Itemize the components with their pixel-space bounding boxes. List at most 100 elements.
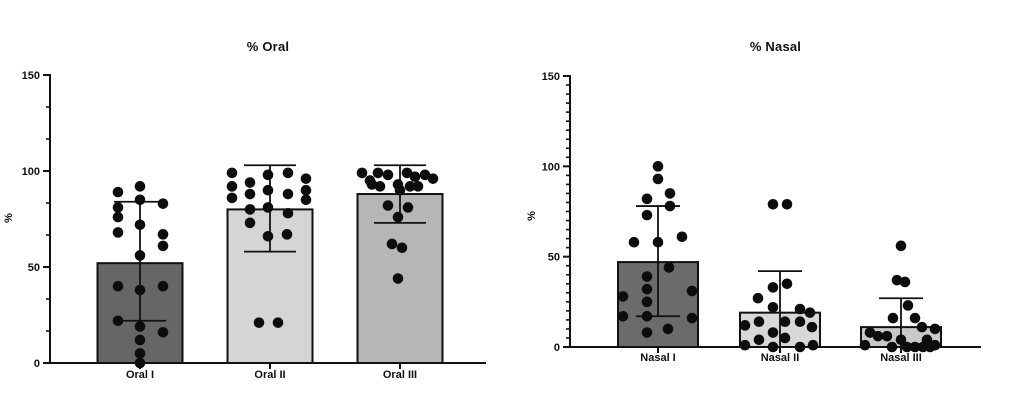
scatter-point	[686, 285, 698, 297]
scatter-point	[676, 231, 688, 243]
scatter-point	[807, 339, 819, 351]
scatter-point	[895, 334, 907, 346]
scatter-point	[157, 326, 169, 338]
y-axis-label-oral: %	[3, 213, 15, 223]
scatter-point	[641, 296, 653, 308]
scatter-point	[662, 323, 674, 335]
scatter-point	[134, 284, 146, 296]
scatter-point	[872, 330, 884, 342]
scatter-point	[641, 209, 653, 221]
scatter-point	[374, 181, 386, 192]
scatter-point	[282, 207, 294, 219]
scatter-point	[895, 240, 907, 252]
scatter-point	[753, 334, 765, 346]
scatter-point	[282, 188, 294, 200]
y-tick-label: 50	[548, 252, 560, 264]
scatter-point	[112, 202, 124, 213]
scatter-point	[781, 278, 793, 290]
scatter-point	[253, 317, 265, 328]
scatter-point	[901, 341, 913, 353]
scatter-point	[244, 217, 256, 229]
scatter-point	[419, 169, 431, 181]
x-category-label: Nasal II	[761, 352, 800, 364]
scatter-point	[859, 339, 871, 351]
scatter-point	[157, 240, 169, 252]
y-tick-label: 50	[28, 262, 40, 274]
scatter-point	[752, 292, 764, 304]
y-tick-label: 0	[554, 342, 560, 354]
scatter-point	[628, 236, 640, 248]
scatter-point	[779, 332, 791, 344]
scatter-point	[244, 204, 256, 215]
scatter-point	[617, 310, 629, 322]
x-category-label: Oral II	[254, 369, 285, 381]
scatter-point	[794, 303, 806, 315]
scatter-point	[134, 348, 146, 359]
scatter-point	[282, 167, 294, 179]
scatter-point	[226, 192, 238, 204]
scatter-point	[112, 186, 124, 198]
scatter-point	[929, 323, 941, 335]
scatter-point	[281, 229, 293, 240]
chart-title-oral: % Oral	[246, 39, 290, 54]
scatter-point	[134, 334, 146, 346]
scatter-point	[779, 316, 791, 328]
scatter-point	[392, 273, 404, 284]
scatter-point	[394, 184, 406, 196]
scatter-point	[404, 181, 416, 192]
scatter-point	[929, 339, 941, 351]
y-tick-label: 100	[542, 161, 560, 173]
scatter-point	[382, 169, 394, 181]
scatter-point	[804, 307, 816, 318]
y-tick-label: 0	[34, 358, 40, 370]
scatter-point	[641, 310, 653, 322]
scatter-point	[244, 188, 256, 200]
y-tick-label: 150	[542, 71, 560, 83]
scatter-point	[134, 321, 146, 332]
scatter-point	[794, 316, 806, 328]
scatter-point	[652, 236, 664, 248]
scatter-point	[899, 276, 911, 288]
scatter-point	[386, 238, 398, 250]
scatter-point	[641, 271, 653, 282]
y-tick-label: 100	[22, 166, 40, 178]
scatter-point	[157, 229, 169, 240]
scatter-point	[427, 173, 439, 184]
scatter-point	[641, 327, 653, 338]
scatter-point	[767, 327, 779, 338]
scatter-point	[806, 321, 818, 333]
scatter-point	[382, 200, 394, 211]
scatter-point	[396, 242, 408, 254]
scatter-point	[767, 301, 779, 313]
scatter-point	[134, 357, 146, 369]
scatter-point	[767, 198, 779, 210]
scatter-point	[401, 167, 413, 179]
scatter-point	[921, 334, 933, 346]
scatter-point	[753, 316, 765, 328]
scatter-point	[664, 188, 676, 199]
x-category-label: Nasal I	[640, 352, 675, 364]
x-category-label: Oral I	[126, 369, 154, 381]
scatter-point	[886, 341, 898, 353]
scatter-point	[272, 317, 284, 328]
scatter-point	[356, 167, 368, 179]
scatter-point	[112, 227, 124, 238]
scatter-point	[617, 291, 629, 302]
scatter-point	[300, 194, 312, 206]
scatter-point	[300, 184, 312, 196]
scatter-point	[409, 171, 421, 183]
scatter-point	[767, 282, 779, 293]
y-axis-label-nasal: %	[526, 211, 538, 221]
scatter-point	[739, 339, 751, 351]
scatter-point	[134, 181, 146, 192]
scatter-point	[902, 300, 914, 311]
scatter-point	[226, 181, 238, 192]
scatter-point	[739, 320, 751, 331]
x-category-label: Oral III	[383, 369, 417, 381]
scatter-point	[244, 177, 256, 188]
scatter-point	[652, 173, 664, 185]
scatter-point	[112, 315, 124, 327]
scatter-point	[300, 173, 312, 184]
